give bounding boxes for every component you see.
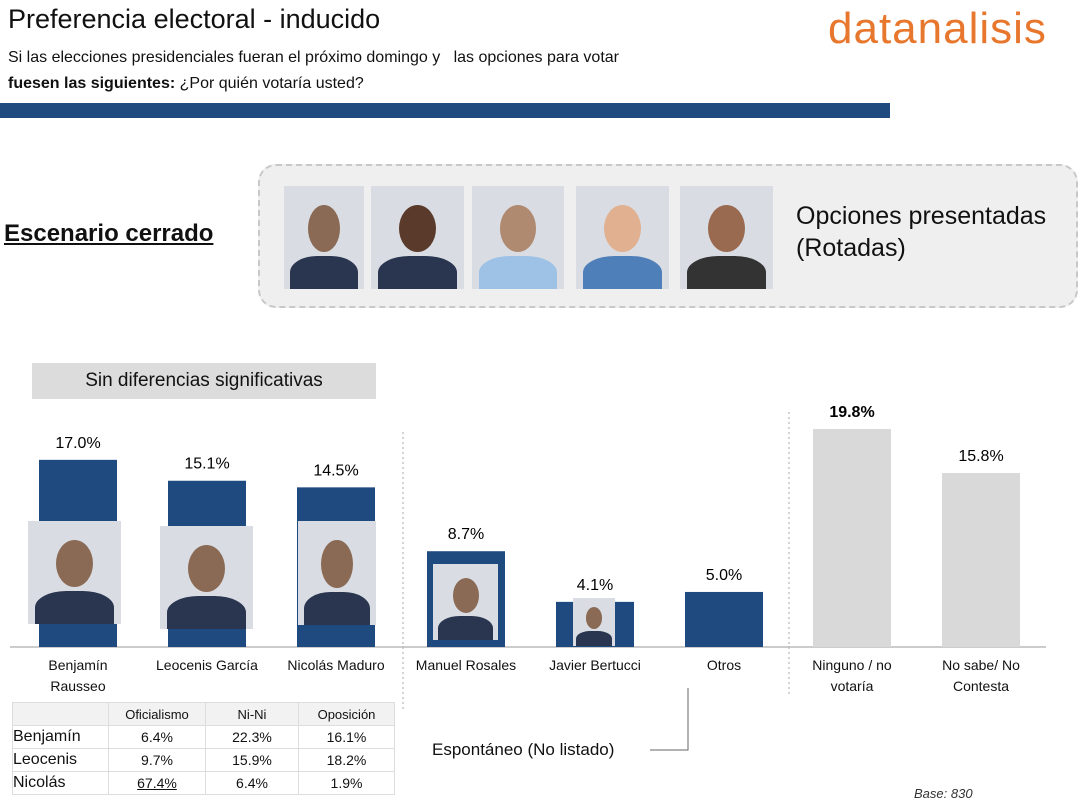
title: Preferencia electoral - inducido (8, 4, 381, 34)
cell: 1.9% (298, 771, 395, 795)
annotation-connector (650, 688, 689, 751)
photo (573, 598, 615, 646)
subtitle: fuesen las siguientes: ¿Por quién votarí… (8, 75, 364, 93)
subtitle-question: ¿Por quién votaría usted? (179, 75, 364, 92)
cell: 6.4% (205, 771, 299, 795)
note-box: Sin diferencias significativas (32, 363, 376, 399)
cell: 15.9% (205, 748, 299, 772)
cell: 6.4% (108, 725, 206, 749)
table-row: Benjamín 6.4% 22.3% 16.1% (12, 725, 395, 749)
category-label: Manuel Rosales (415, 657, 517, 673)
row-label: Benjamín (12, 725, 109, 749)
cell-text: 67.4% (137, 775, 177, 791)
value-label: 15.1% (184, 456, 229, 473)
photo (160, 526, 253, 629)
category-label: Benjamín Rausseo (48, 657, 108, 694)
photo (576, 186, 669, 289)
value-label: 17.0% (55, 435, 100, 452)
subtitle-bold: fuesen las siguientes: (8, 75, 176, 92)
column-header: Oficialismo (108, 702, 206, 726)
category-label: Javier Bertucci (549, 657, 641, 673)
value-label: 8.7% (448, 526, 484, 543)
logo: datanalisis (828, 4, 1047, 53)
photo (433, 564, 498, 640)
photo (472, 186, 564, 289)
category-label: Leocenis García (156, 657, 258, 673)
cell: 22.3% (205, 725, 299, 749)
options-line: Opciones presentadas (796, 202, 1047, 230)
value-label: 15.8% (958, 448, 1003, 465)
annotation: Espontáneo (No listado) (432, 740, 615, 759)
column-header: Ni-Ni (205, 702, 299, 726)
segment-table: Oficialismo Ni-Ni Oposición Benjamín 6.4%… (12, 702, 395, 795)
photo (371, 186, 464, 289)
column-header: Oposición (298, 702, 395, 726)
bar (942, 473, 1020, 647)
cell: 16.1% (298, 725, 395, 749)
bar (685, 591, 763, 647)
value-label: 14.5% (313, 462, 358, 479)
category-label: Nicolás Maduro (287, 657, 385, 673)
value-label: 4.1% (577, 577, 613, 594)
options-label: Opciones presentadas (Rotadas) (796, 200, 1046, 264)
photo (680, 186, 773, 289)
row-label: Nicolás (12, 771, 109, 795)
category-label: No sabe/ No Contesta (942, 657, 1020, 694)
header-rule (0, 103, 890, 118)
category-label: Ninguno / no votaría (812, 657, 892, 694)
bar (813, 429, 891, 647)
scenario-label: Escenario cerrado (4, 220, 214, 247)
table-header: Oficialismo Ni-Ni Oposición (12, 702, 395, 726)
category-label: Otros (706, 657, 742, 673)
row-label: Leocenis (12, 748, 109, 772)
base-note: Base: 830 (914, 786, 973, 801)
table-corner (12, 702, 109, 726)
cell: 18.2% (298, 748, 395, 772)
photo (28, 521, 121, 624)
options-line: (Rotadas) (796, 234, 906, 262)
cell: 67.4% (108, 771, 206, 795)
table-row: Leocenis 9.7% 15.9% 18.2% (12, 748, 395, 772)
value-label: 19.8% (829, 404, 874, 421)
photo (298, 521, 376, 625)
photo (284, 186, 364, 289)
cell: 9.7% (108, 748, 206, 772)
subtitle: Si las elecciones presidenciales fueran … (8, 49, 619, 66)
table-row: Nicolás 67.4% 6.4% 1.9% (12, 771, 395, 795)
value-label: 5.0% (706, 567, 742, 584)
